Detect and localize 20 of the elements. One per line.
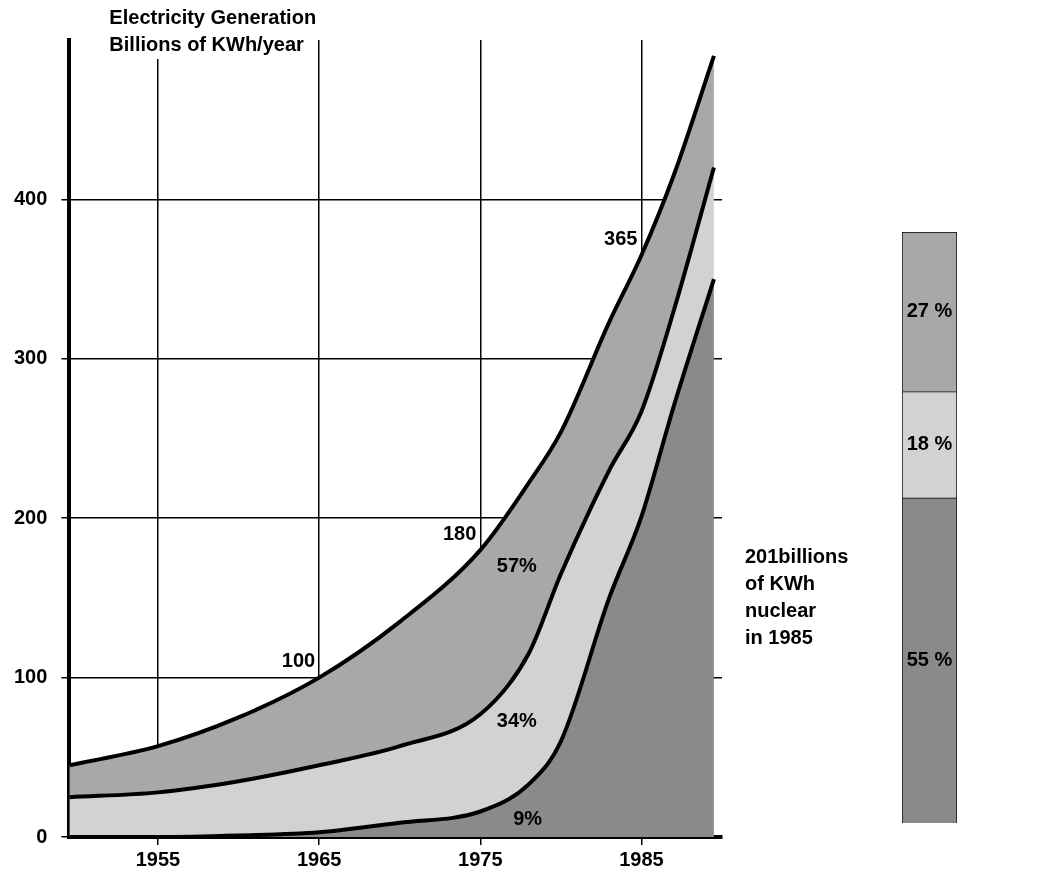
- data-label: 18 %: [906, 432, 953, 455]
- text: 201billions of KWh nuclear in 1985: [745, 545, 849, 649]
- data-label: 27 %: [906, 299, 953, 322]
- total-label: 180: [442, 521, 477, 544]
- y-axis-title: Electricity Generation Billions of KWh/year: [109, 5, 317, 55]
- total-label: 100: [281, 649, 316, 672]
- y-tick-label: 200: [13, 505, 48, 528]
- data-label: 55 %: [906, 647, 953, 670]
- total-label: 365: [604, 226, 638, 249]
- y-tick-label: 0: [36, 824, 48, 847]
- x-tick-label: 1985: [619, 847, 664, 870]
- annotation: 9%: [513, 806, 543, 829]
- y-tick-label: 300: [13, 346, 48, 369]
- y-tick-label: 400: [13, 186, 48, 209]
- x-tick-label: 1975: [458, 847, 503, 870]
- x-tick-label: 1955: [135, 847, 181, 870]
- x-tick-label: 1965: [296, 847, 342, 870]
- y-tick-label: 100: [13, 665, 48, 688]
- annotation: 57%: [496, 553, 538, 576]
- annotation: 34%: [496, 708, 538, 731]
